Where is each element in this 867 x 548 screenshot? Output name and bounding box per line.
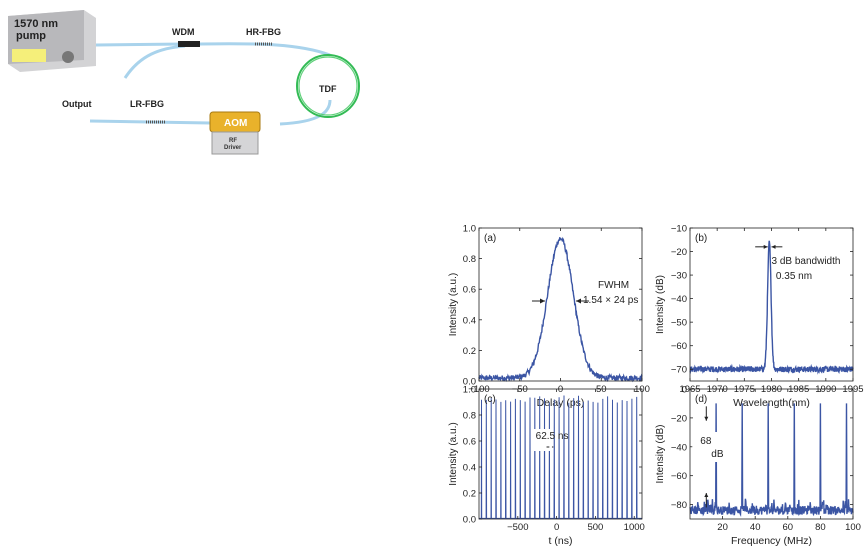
dr-arrowhead-bottom bbox=[704, 493, 709, 497]
y-tick-label-a: 0.2 bbox=[463, 346, 476, 357]
hr-fbg-label: HR-FBG bbox=[246, 27, 281, 37]
output-label: Output bbox=[62, 99, 92, 109]
x-axis-label-b: Wavelength(nm) bbox=[733, 397, 810, 409]
pump-knob bbox=[62, 51, 74, 63]
x-axis-label-d: Frequency (MHz) bbox=[731, 535, 812, 547]
x-tick-label-d: 60 bbox=[783, 522, 794, 533]
series-trace-d bbox=[689, 403, 854, 518]
y-tick-label-d: −80 bbox=[671, 500, 687, 511]
pump-indicator bbox=[12, 49, 46, 62]
x-tick-label-a: −50 bbox=[512, 384, 528, 395]
series-trace-c bbox=[479, 395, 642, 519]
y-tick-label-a: 0.0 bbox=[463, 377, 476, 388]
panel-label-d: (d) bbox=[695, 394, 707, 405]
dr-arrowhead-top bbox=[704, 416, 709, 421]
annotation-bandwidth: 3 dB bandwidth bbox=[772, 256, 841, 267]
pump-label-1: 1570 nm bbox=[14, 18, 58, 30]
y-tick-label-a: 0.4 bbox=[463, 315, 476, 326]
y-tick-label-c: 0.4 bbox=[463, 463, 476, 474]
panel-c bbox=[478, 388, 643, 520]
rf-label-1: RF bbox=[229, 138, 237, 144]
panel-b bbox=[689, 227, 854, 382]
annotation-dynamic-range-unit: dB bbox=[711, 449, 724, 460]
x-tick-label-b: 1985 bbox=[788, 384, 809, 395]
laser-setup-schematic: 1570 nm pump WDM HR-FBG TDF Output LR-FB… bbox=[8, 10, 360, 155]
x-tick-label-b: 1970 bbox=[707, 384, 728, 395]
x-tick-label-c: 1000 bbox=[624, 522, 645, 533]
plot-frame-c bbox=[478, 388, 643, 520]
x-tick-label-c: −500 bbox=[507, 522, 528, 533]
y-tick-label-c: 1.0 bbox=[463, 385, 476, 396]
y-tick-label-b: −70 bbox=[671, 365, 687, 376]
pump-module: 1570 nm pump bbox=[8, 10, 96, 72]
wdm-label: WDM bbox=[172, 27, 195, 37]
series-trace-b bbox=[689, 240, 854, 375]
bw-arrowhead-left bbox=[763, 244, 768, 249]
fwhm-arrowhead-left bbox=[540, 298, 546, 304]
x-tick-label-d: 100 bbox=[845, 522, 861, 533]
rf-label-2: Driver bbox=[224, 145, 242, 151]
panel-label-c: (c) bbox=[484, 394, 496, 405]
annotation-dynamic-range: 68 bbox=[700, 436, 712, 447]
y-axis-label-b: Intensity (dB) bbox=[655, 275, 666, 334]
y-tick-label-b: −40 bbox=[671, 294, 687, 305]
x-tick-label-d: 40 bbox=[750, 522, 761, 533]
plot-frame-d bbox=[689, 388, 854, 520]
panel-label-b: (b) bbox=[695, 233, 707, 244]
y-tick-label-b: −50 bbox=[671, 318, 687, 329]
panel-label-a: (a) bbox=[484, 233, 496, 244]
x-tick-label-c: 0 bbox=[554, 522, 559, 533]
dr-annotation-bg bbox=[692, 432, 729, 462]
y-tick-label-d: −40 bbox=[671, 442, 687, 453]
x-tick-label-b: 1975 bbox=[734, 384, 755, 395]
period-annotation-bg bbox=[531, 429, 551, 451]
y-tick-label-c: 0.6 bbox=[463, 437, 476, 448]
y-tick-label-c: 0.0 bbox=[463, 515, 476, 526]
x-tick-label-c: 500 bbox=[587, 522, 603, 533]
x-tick-label-a: 0 bbox=[558, 384, 563, 395]
x-tick-label-d: 80 bbox=[815, 522, 826, 533]
panel-a bbox=[478, 227, 643, 383]
tdf-label: TDF bbox=[319, 84, 337, 94]
y-tick-label-d: −20 bbox=[671, 413, 687, 424]
annotation-bandwidth-value: 0.35 nm bbox=[776, 271, 812, 282]
y-tick-label-b: −60 bbox=[671, 341, 687, 352]
y-tick-label-a: 0.8 bbox=[463, 254, 476, 265]
y-axis-label-d: Intensity (dB) bbox=[655, 425, 666, 484]
y-tick-label-b: −10 bbox=[671, 224, 687, 235]
x-tick-label-b: 1980 bbox=[761, 384, 782, 395]
rf-driver-box bbox=[211, 131, 259, 155]
pump-label-2: pump bbox=[16, 30, 46, 42]
annotation-fwhm: FWHM bbox=[598, 280, 629, 291]
tdf-coil: TDF bbox=[296, 54, 360, 118]
x-tick-label-b: 1990 bbox=[815, 384, 836, 395]
x-axis-label-a: Delay (ps) bbox=[537, 397, 585, 409]
x-axis-label-c: t (ns) bbox=[549, 535, 573, 547]
y-tick-label-b: −20 bbox=[671, 247, 687, 258]
y-axis-label-a: Intensity (a.u.) bbox=[448, 273, 459, 336]
annotation-period: 62.5 ns bbox=[536, 431, 569, 442]
wdm-coupler bbox=[178, 41, 200, 47]
fwhm-arrowhead-right bbox=[575, 298, 581, 304]
y-tick-label-d: 0 bbox=[682, 385, 687, 396]
y-tick-label-c: 0.8 bbox=[463, 411, 476, 422]
y-tick-label-a: 0.6 bbox=[463, 285, 476, 296]
annotation-fwhm-value: 1.54 × 24 ps bbox=[583, 295, 638, 306]
bw-arrowhead-right bbox=[771, 244, 776, 249]
x-tick-label-a: 50 bbox=[596, 384, 607, 395]
y-axis-label-c: Intensity (a.u.) bbox=[448, 422, 459, 485]
x-tick-label-d: 20 bbox=[717, 522, 728, 533]
aom-label: AOM bbox=[224, 118, 247, 129]
lr-fbg-label: LR-FBG bbox=[130, 99, 164, 109]
y-tick-label-c: 0.2 bbox=[463, 489, 476, 500]
y-tick-label-d: −60 bbox=[671, 471, 687, 482]
y-tick-label-b: −30 bbox=[671, 271, 687, 282]
aom-module: AOM RF Driver bbox=[209, 111, 261, 155]
y-tick-label-a: 1.0 bbox=[463, 224, 476, 235]
series-trace-a bbox=[478, 236, 643, 383]
panel-d bbox=[689, 388, 854, 520]
